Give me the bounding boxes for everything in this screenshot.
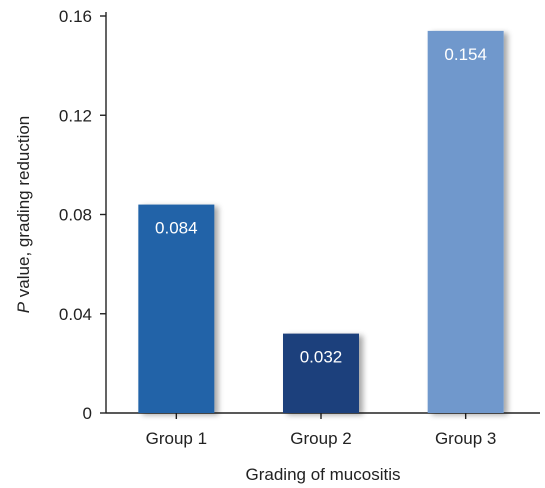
- bar: [283, 333, 359, 413]
- y-axis-title: P value, grading reduction: [14, 116, 33, 314]
- bar: [138, 204, 215, 413]
- bars: [138, 30, 504, 413]
- x-tick-label: Group 3: [435, 429, 496, 448]
- y-tick-label: 0.04: [59, 305, 92, 324]
- y-tick-label: 0.08: [59, 206, 92, 225]
- value-labels: 0.084 0.032 0.154: [155, 45, 487, 367]
- y-tick-label: 0: [83, 404, 92, 423]
- bar: [427, 30, 504, 413]
- bar-value-label: 0.032: [300, 348, 343, 367]
- x-axis: Group 1 Group 2 Group 3: [106, 412, 540, 448]
- y-tick-label: 0.12: [59, 106, 92, 125]
- y-axis-title-italic-p: P: [14, 301, 33, 313]
- y-axis-title-rest: value, grading reduction: [14, 116, 33, 302]
- bar-value-label: 0.084: [155, 219, 198, 238]
- x-tick-label: Group 1: [146, 429, 207, 448]
- bar-value-label: 0.154: [444, 45, 487, 64]
- x-tick-label: Group 2: [290, 429, 351, 448]
- x-axis-title: Grading of mucositis: [246, 465, 401, 484]
- y-axis: 0 0.04 0.08 0.12 0.16: [59, 7, 107, 423]
- y-tick-label: 0.16: [59, 7, 92, 26]
